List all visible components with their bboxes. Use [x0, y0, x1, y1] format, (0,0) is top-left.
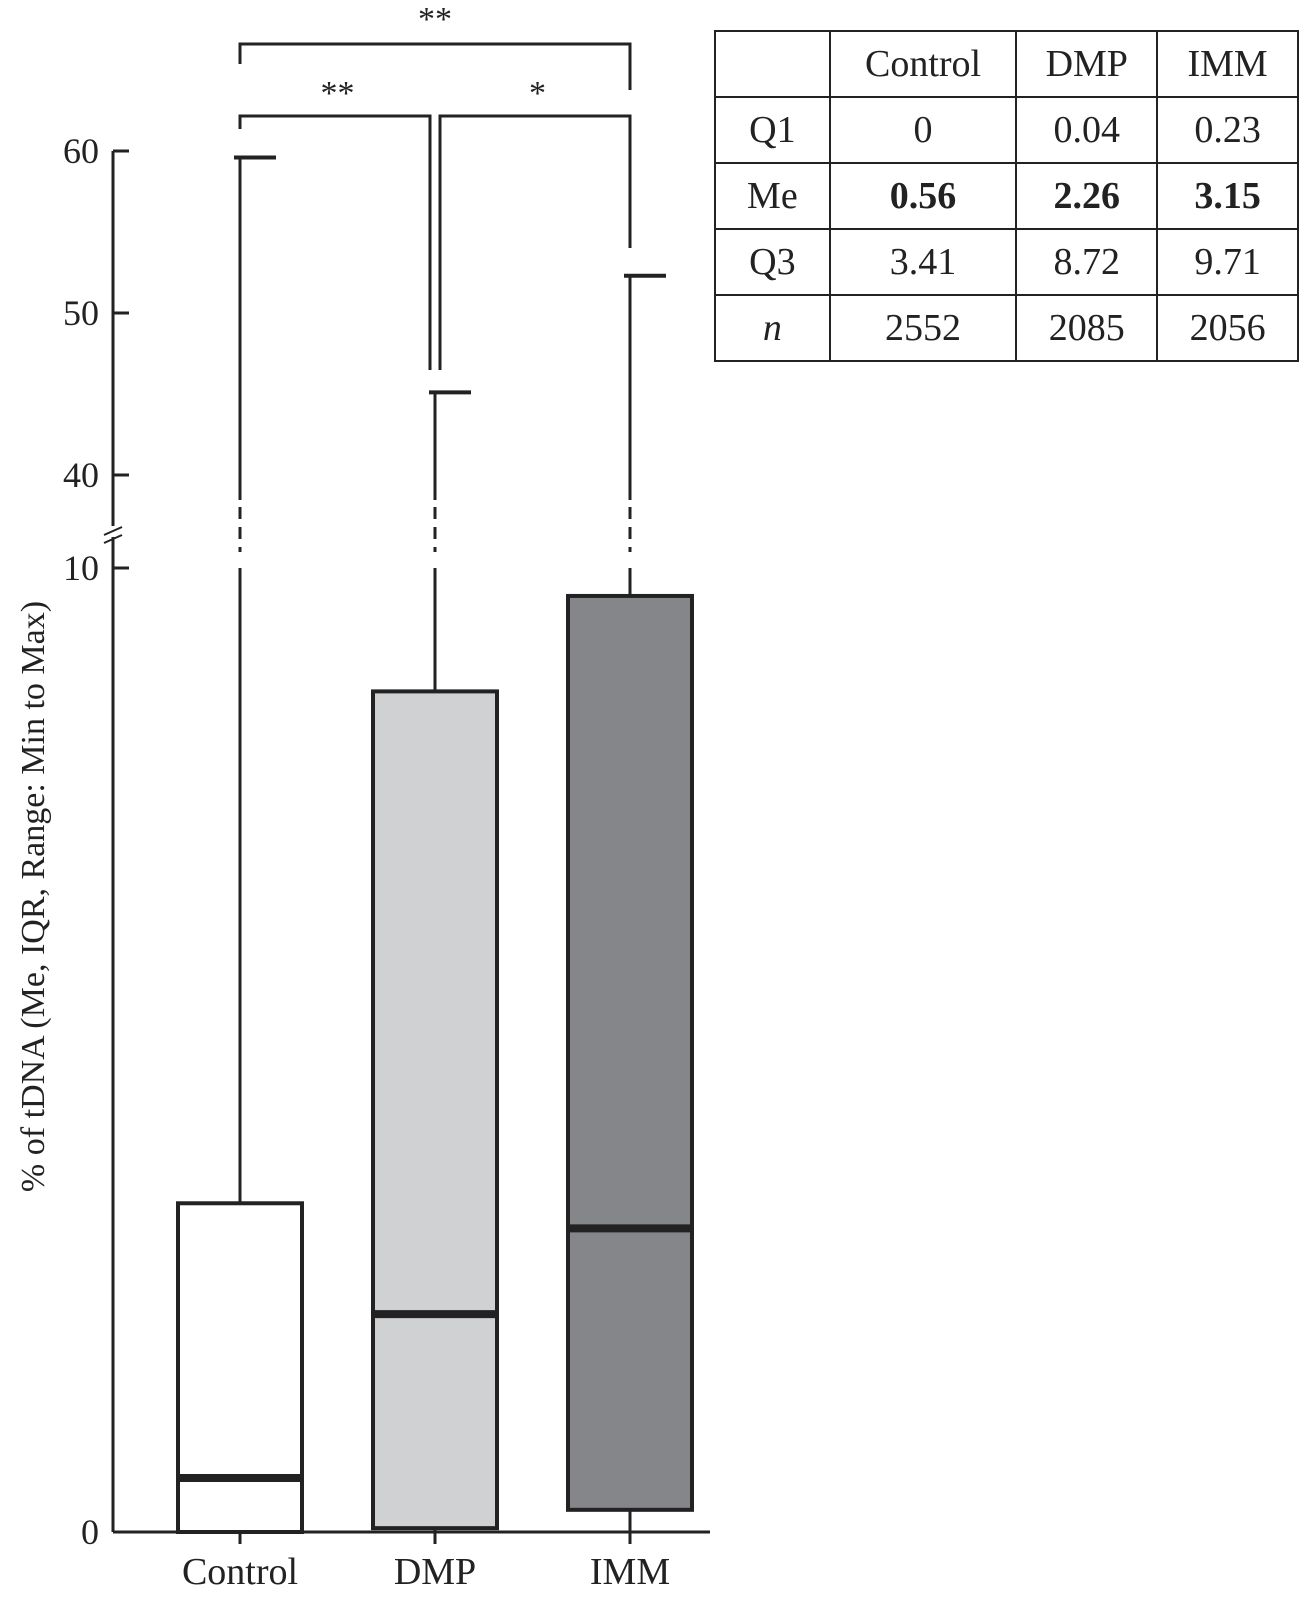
- x-tick-label: Control: [182, 1551, 298, 1593]
- x-tick-label: IMM: [590, 1551, 670, 1593]
- table-cell: 0.23: [1156, 96, 1299, 164]
- y-tick-label: 60: [63, 131, 99, 171]
- significance-label: **: [418, 1, 452, 38]
- table-cell: 3.41: [828, 228, 1018, 296]
- table-cell: 0.56: [828, 162, 1018, 230]
- table-cell: 2552: [828, 294, 1018, 362]
- significance-bracket: [438, 114, 632, 370]
- table-row-me: Me 0.56 2.26 3.15: [714, 162, 1299, 230]
- row-label: Q1: [714, 96, 831, 164]
- table-header-row: Control DMP IMM: [714, 30, 1299, 98]
- significance-label: **: [321, 75, 355, 112]
- y-tick-label: 40: [63, 455, 99, 495]
- table-row-n: n 2552 2085 2056: [714, 294, 1299, 362]
- significance-bracket: [238, 42, 632, 90]
- table-header-cell: IMM: [1156, 30, 1299, 98]
- box-IMM: [566, 593, 694, 1512]
- table-cell: 0.04: [1015, 96, 1159, 164]
- significance-label: *: [529, 75, 546, 112]
- table-row-q3: Q3 3.41 8.72 9.71: [714, 228, 1299, 296]
- table-header-cell: DMP: [1015, 30, 1159, 98]
- box-Control: [176, 1201, 304, 1534]
- table-cell: 0: [828, 96, 1018, 164]
- x-tick-label: DMP: [394, 1551, 476, 1593]
- table-header-cell: [714, 30, 831, 98]
- row-label: Q3: [714, 228, 831, 296]
- y-tick-label: 50: [63, 293, 99, 333]
- significance-bracket: [238, 114, 432, 370]
- table-header-cell: Control: [828, 30, 1018, 98]
- table-cell: 2085: [1015, 294, 1159, 362]
- box-DMP: [371, 689, 499, 1531]
- axis-break-mark: [103, 534, 123, 544]
- y-tick-label: 10: [63, 548, 99, 588]
- axis-break-mark: [103, 526, 123, 536]
- row-label: Me: [714, 162, 831, 230]
- row-label: n: [714, 294, 831, 362]
- table-cell: 9.71: [1156, 228, 1299, 296]
- table-row-q1: Q1 0 0.04 0.23: [714, 96, 1299, 164]
- table-cell: 3.15: [1156, 162, 1299, 230]
- statistics-table: Control DMP IMM Q1 0 0.04 0.23 Me 0.56 2…: [714, 30, 1299, 362]
- y-axis-label: % of tDNA (Me, IQR, Range: Min to Max): [15, 601, 52, 1192]
- y-tick-label: 0: [81, 1512, 99, 1552]
- table-cell: 2.26: [1015, 162, 1159, 230]
- table-cell: 2056: [1156, 294, 1299, 362]
- table-cell: 8.72: [1015, 228, 1159, 296]
